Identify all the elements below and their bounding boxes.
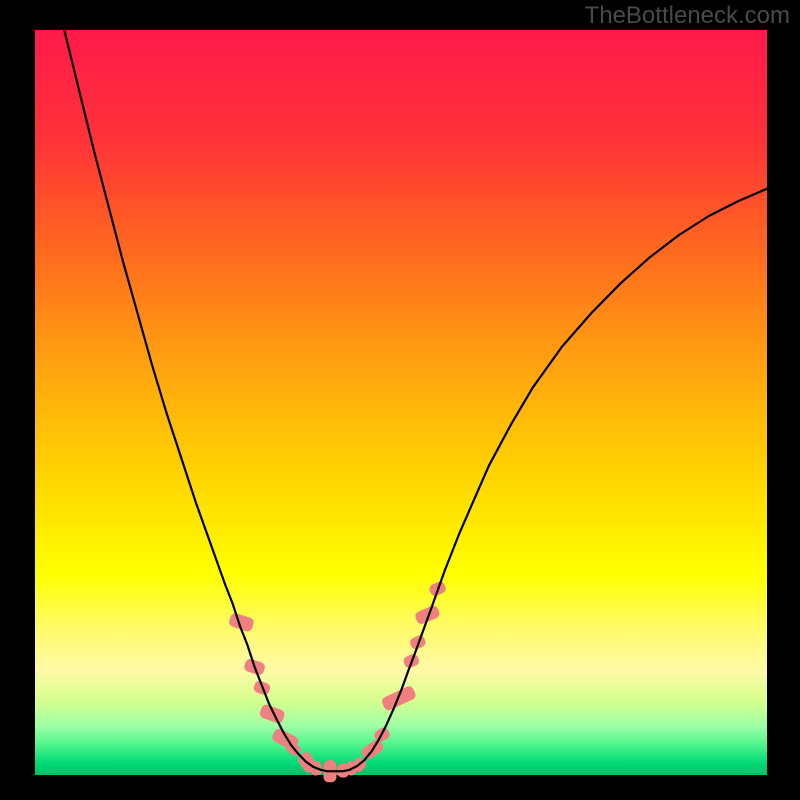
chart-svg <box>0 0 800 800</box>
chart-stage: TheBottleneck.com <box>0 0 800 800</box>
gradient-background <box>35 30 767 775</box>
